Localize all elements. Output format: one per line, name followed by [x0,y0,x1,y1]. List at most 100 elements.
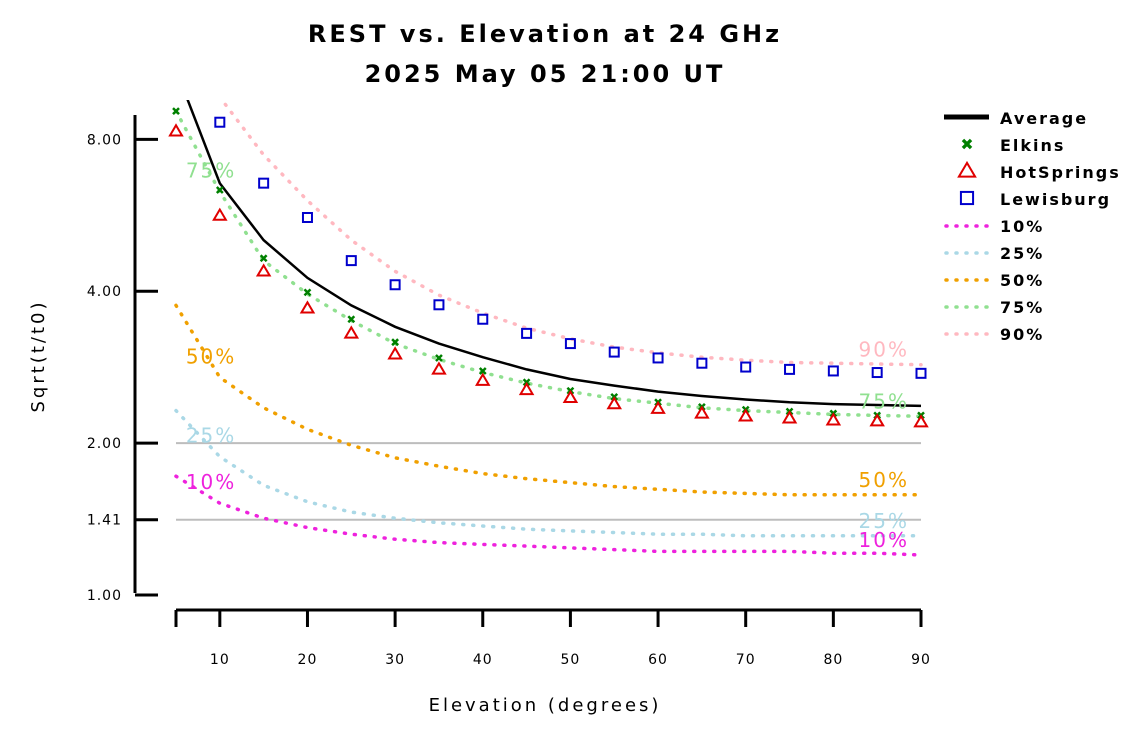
point-lewisburg-70 [740,361,752,373]
point-hotsprings-75 [781,410,798,424]
point-lewisburg-85 [871,367,883,379]
y-axis-label: Sqrt(t/t0) [28,300,49,413]
point-elkins-40 [478,367,487,375]
annotation-75pct-left: 75% [186,159,236,183]
point-hotsprings-90 [913,414,929,428]
legend-item-elkins: Elkins [961,136,1065,155]
legend-label-25pct: 25% [1000,244,1044,263]
axes [133,115,923,627]
point-hotsprings-20 [299,300,316,314]
annotation-50pct-right: 50% [859,468,909,492]
legend-label-10pct: 10% [1000,217,1044,236]
point-lewisburg-25 [345,255,357,267]
point-hotsprings-40 [475,372,491,386]
average-curve [186,100,922,408]
curve-75pct [174,109,923,419]
percentile-curves [174,100,923,557]
x-tick-label-10: 10 [210,652,230,668]
annotation-10pct-right: 10% [859,528,909,552]
legend-label-elkins: Elkins [1000,136,1065,155]
point-lewisburg-45 [521,327,533,339]
legend-item-25pct: 25% [944,244,1044,263]
curve-annotations: 75%50%25%10%90%75%50%25%10% [186,159,909,552]
x-tick-label-20: 20 [298,652,318,668]
point-hotsprings-50 [562,389,579,403]
x-tick-label-50: 50 [560,652,580,668]
reference-lines [176,442,921,521]
y-tick-label-1: 1.00 [87,588,122,604]
point-elkins-10 [215,186,224,194]
point-lewisburg-75 [784,363,796,375]
curve-90pct [219,100,923,367]
legend-swatch-lewisburg [959,190,975,206]
legend-label-50pct: 50% [1000,271,1044,290]
legend-item-average: Average [944,109,1088,128]
curve-10pct [174,474,923,557]
point-hotsprings-10 [212,207,228,221]
point-elkins-30 [391,338,400,347]
x-tick-label-30: 30 [385,652,405,668]
x-axis-label: Elevation (degrees) [429,695,662,716]
legend-label-75pct: 75% [1000,298,1044,317]
legend: Average Elkins HotSprings Lewisburg 10% 25% 50… [944,109,1119,344]
point-hotsprings-35 [431,361,447,375]
legend-label-average: Average [1000,109,1088,128]
point-elkins-35 [435,354,443,362]
annotation-25pct-right: 25% [859,509,909,533]
point-lewisburg-90 [915,367,927,379]
legend-item-lewisburg: Lewisburg [959,190,1111,209]
chart-title: REST vs. Elevation at 24 GHz [308,20,782,48]
point-elkins-25 [347,315,356,324]
x-tick-label-60: 60 [648,652,668,668]
point-lewisburg-80 [827,365,839,377]
y-tick-label-1-41: 1.41 [87,513,122,529]
annotation-90pct-right: 90% [859,338,909,362]
point-lewisburg-20 [301,211,313,223]
y-tick-label-8: 8.00 [87,132,122,148]
point-elkins-5 [172,107,180,115]
chart-subtitle: 2025 May 05 21:00 UT [365,60,726,88]
y-tick-label-2: 2.00 [87,436,122,452]
point-lewisburg-65 [696,357,708,369]
y-tick-label-4: 4.00 [87,284,122,300]
x-tick-label-80: 80 [823,652,843,668]
annotation-75pct-right: 75% [859,389,909,413]
tick-labels: 10 20 30 40 50 60 70 80 90 1.00 1.41 2.00 4.00 8.00 [87,132,931,668]
point-elkins-20 [303,288,312,297]
point-lewisburg-40 [477,313,489,325]
point-hotsprings-30 [387,346,403,360]
point-hotsprings-55 [606,396,622,410]
legend-item-50pct: 50% [944,271,1044,290]
legend-label-90pct: 90% [1000,325,1044,344]
point-lewisburg-55 [608,346,620,358]
point-elkins-15 [259,254,268,263]
point-lewisburg-60 [652,352,664,364]
point-hotsprings-25 [343,325,360,339]
annotation-10pct-left: 10% [186,470,236,494]
point-lewisburg-15 [258,177,270,189]
point-lewisburg-35 [433,299,445,311]
x-tick-label-90: 90 [911,652,931,668]
point-lewisburg-10 [214,116,226,128]
point-hotsprings-80 [825,412,842,426]
point-hotsprings-45 [518,381,535,396]
station-markers [168,107,929,428]
legend-label-lewisburg: Lewisburg [1000,190,1111,209]
x-tick-label-70: 70 [736,652,756,668]
legend-item-hotsprings: HotSprings [957,160,1119,182]
point-hotsprings-60 [650,400,666,414]
point-hotsprings-70 [737,408,754,422]
curve-average [186,100,922,408]
point-lewisburg-30 [389,279,401,291]
legend-item-75pct: 75% [944,298,1044,317]
annotation-50pct-left: 50% [186,344,236,368]
point-hotsprings-65 [694,405,710,419]
point-hotsprings-5 [168,123,184,137]
legend-item-90pct: 90% [944,325,1044,344]
point-lewisburg-50 [564,338,576,350]
legend-swatch-hotsprings [957,160,977,178]
x-tick-label-40: 40 [473,652,493,668]
annotation-25pct-left: 25% [186,424,236,448]
point-hotsprings-15 [255,263,272,277]
